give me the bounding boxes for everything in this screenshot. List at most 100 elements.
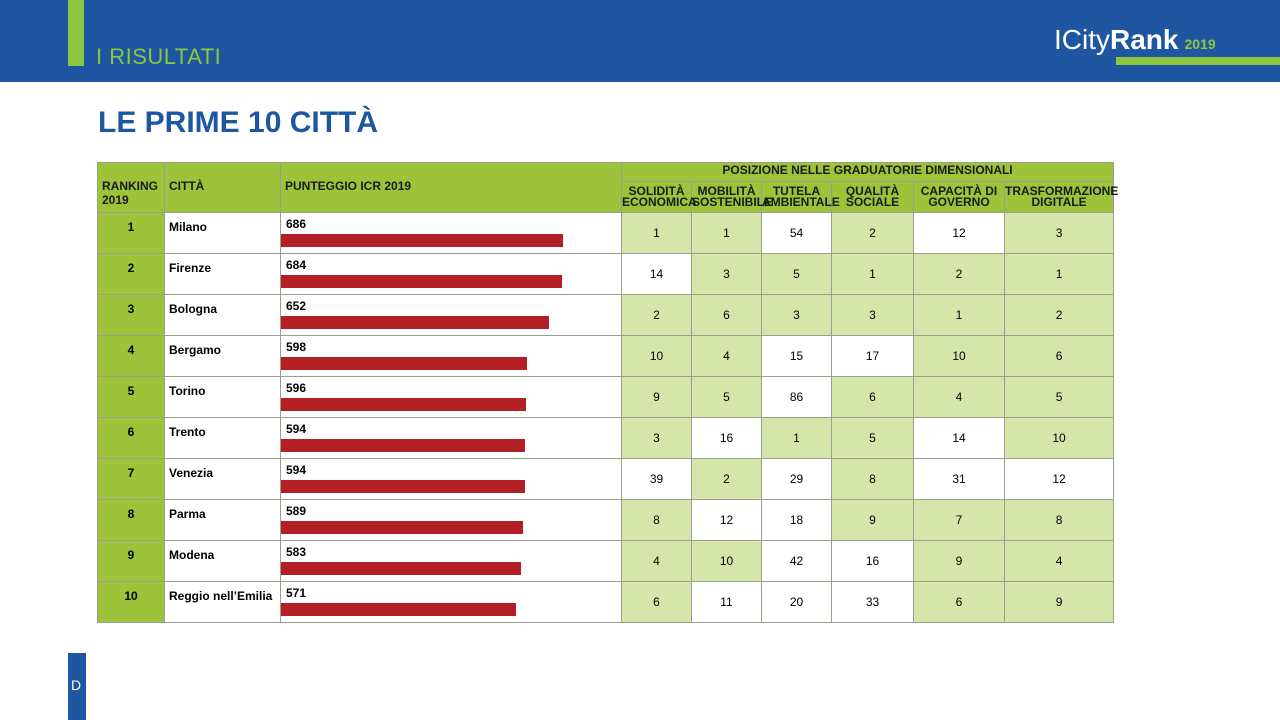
dimension-position-cell: 6 bbox=[1003, 335, 1115, 377]
table-row: 6 Trento 594 3 16 1 5 14 10 bbox=[97, 417, 1115, 459]
dimension-position-cell: 8 bbox=[621, 499, 692, 541]
rank-cell: 6 bbox=[97, 417, 165, 459]
score-value: 594 bbox=[286, 422, 307, 436]
side-tab-label: D bbox=[71, 677, 82, 693]
dimension-position-cell: 2 bbox=[621, 294, 692, 336]
dimension-position-cell: 2 bbox=[913, 253, 1005, 295]
dimension-position-cell: 11 bbox=[691, 581, 762, 623]
city-cell: Trento bbox=[164, 417, 281, 459]
dimension-position-cell: 5 bbox=[1003, 376, 1115, 418]
header-dimension: TUTELA AMBIENTALE bbox=[761, 181, 840, 213]
city-cell: Parma bbox=[164, 499, 281, 541]
rank-cell: 5 bbox=[97, 376, 165, 418]
banner-accent bbox=[68, 0, 84, 66]
dimension-position-cell: 5 bbox=[831, 417, 914, 459]
dimension-position-cell: 9 bbox=[621, 376, 692, 418]
dimension-position-cell: 14 bbox=[913, 417, 1005, 459]
score-bar bbox=[281, 521, 523, 534]
dimension-position-cell: 10 bbox=[621, 335, 692, 377]
score-value: 686 bbox=[286, 217, 307, 231]
dimension-position-cell: 3 bbox=[831, 294, 914, 336]
dimension-position-cell: 12 bbox=[913, 212, 1005, 254]
dimension-position-cell: 5 bbox=[761, 253, 832, 295]
dimension-position-cell: 6 bbox=[831, 376, 914, 418]
dimension-position-cell: 29 bbox=[761, 458, 832, 500]
score-cell: 594 bbox=[280, 417, 622, 459]
city-cell: Firenze bbox=[164, 253, 281, 295]
dimension-position-cell: 9 bbox=[831, 499, 914, 541]
dimension-position-cell: 9 bbox=[913, 540, 1005, 582]
dimension-position-cell: 14 bbox=[621, 253, 692, 295]
dimension-position-cell: 33 bbox=[831, 581, 914, 623]
header-dimension: TRASFORMAZIONE DIGITALE bbox=[1003, 181, 1118, 213]
dimension-position-cell: 10 bbox=[1003, 417, 1115, 459]
dimension-position-cell: 18 bbox=[761, 499, 832, 541]
score-bar bbox=[281, 275, 562, 288]
score-value: 583 bbox=[286, 545, 307, 559]
header-score: PUNTEGGIO ICR 2019 bbox=[280, 162, 622, 213]
dimension-position-cell: 6 bbox=[913, 581, 1005, 623]
table-row: 7 Venezia 594 39 2 29 8 31 12 bbox=[97, 458, 1115, 500]
dimension-position-cell: 7 bbox=[913, 499, 1005, 541]
rank-cell: 3 bbox=[97, 294, 165, 336]
city-cell: Bologna bbox=[164, 294, 281, 336]
dimension-position-cell: 20 bbox=[761, 581, 832, 623]
city-cell: Milano bbox=[164, 212, 281, 254]
table-row: 5 Torino 596 9 5 86 6 4 5 bbox=[97, 376, 1115, 418]
rank-cell: 10 bbox=[97, 581, 165, 623]
header-dimension: SOLIDITÀ ECONOMICA bbox=[621, 181, 697, 213]
dimension-position-cell: 2 bbox=[691, 458, 762, 500]
dimension-position-cell: 16 bbox=[831, 540, 914, 582]
rank-cell: 9 bbox=[97, 540, 165, 582]
rank-cell: 1 bbox=[97, 212, 165, 254]
dimension-position-cell: 2 bbox=[831, 212, 914, 254]
city-cell: Modena bbox=[164, 540, 281, 582]
dimension-position-cell: 3 bbox=[1003, 212, 1115, 254]
score-value: 596 bbox=[286, 381, 307, 395]
dimension-position-cell: 17 bbox=[831, 335, 914, 377]
score-value: 598 bbox=[286, 340, 307, 354]
dimension-position-cell: 12 bbox=[1003, 458, 1115, 500]
header-dimension: CAPACITÀ DI GOVERNO bbox=[913, 181, 1005, 213]
score-bar bbox=[281, 357, 527, 370]
table-row: 3 Bologna 652 2 6 3 3 1 2 bbox=[97, 294, 1115, 336]
logo-year: 2019 bbox=[1184, 36, 1216, 52]
header-dimensions-group: POSIZIONE NELLE GRADUATORIE DIMENSIONALI bbox=[620, 162, 1115, 182]
dimension-position-cell: 1 bbox=[691, 212, 762, 254]
dimension-position-cell: 1 bbox=[621, 212, 692, 254]
dimension-position-cell: 4 bbox=[1003, 540, 1115, 582]
dimension-position-cell: 8 bbox=[831, 458, 914, 500]
section-title: I RISULTATI bbox=[96, 44, 222, 69]
table-row: 1 Milano 686 1 1 54 2 12 3 bbox=[97, 212, 1115, 254]
logo-prefix: ICity bbox=[1054, 24, 1110, 55]
rank-cell: 7 bbox=[97, 458, 165, 500]
dimension-position-cell: 2 bbox=[1003, 294, 1115, 336]
score-bar bbox=[281, 316, 549, 329]
logo-bold: Rank bbox=[1110, 24, 1179, 55]
logo-underline bbox=[1116, 57, 1280, 65]
city-cell: Torino bbox=[164, 376, 281, 418]
dimension-position-cell: 54 bbox=[761, 212, 832, 254]
table-row: 4 Bergamo 598 10 4 15 17 10 6 bbox=[97, 335, 1115, 377]
dimension-position-cell: 10 bbox=[691, 540, 762, 582]
score-bar bbox=[281, 562, 521, 575]
dimension-position-cell: 5 bbox=[691, 376, 762, 418]
dimension-position-cell: 4 bbox=[913, 376, 1005, 418]
score-bar bbox=[281, 603, 516, 616]
dimension-position-cell: 12 bbox=[691, 499, 762, 541]
ranking-table: RANKING 2019 CITTÀ PUNTEGGIO ICR 2019 PO… bbox=[97, 162, 1118, 623]
table-row: 8 Parma 589 8 12 18 9 7 8 bbox=[97, 499, 1115, 541]
header-dimension: QUALITÀ SOCIALE bbox=[831, 181, 914, 213]
score-cell: 571 bbox=[280, 581, 622, 623]
dimension-position-cell: 10 bbox=[913, 335, 1005, 377]
dimension-position-cell: 3 bbox=[621, 417, 692, 459]
score-value: 594 bbox=[286, 463, 307, 477]
dimension-position-cell: 4 bbox=[621, 540, 692, 582]
score-value: 589 bbox=[286, 504, 307, 518]
dimension-position-cell: 3 bbox=[761, 294, 832, 336]
score-cell: 596 bbox=[280, 376, 622, 418]
icityrank-logo: ICityRank 2019 bbox=[1054, 24, 1216, 56]
header-ranking: RANKING 2019 bbox=[97, 162, 165, 213]
score-cell: 686 bbox=[280, 212, 622, 254]
score-cell: 652 bbox=[280, 294, 622, 336]
